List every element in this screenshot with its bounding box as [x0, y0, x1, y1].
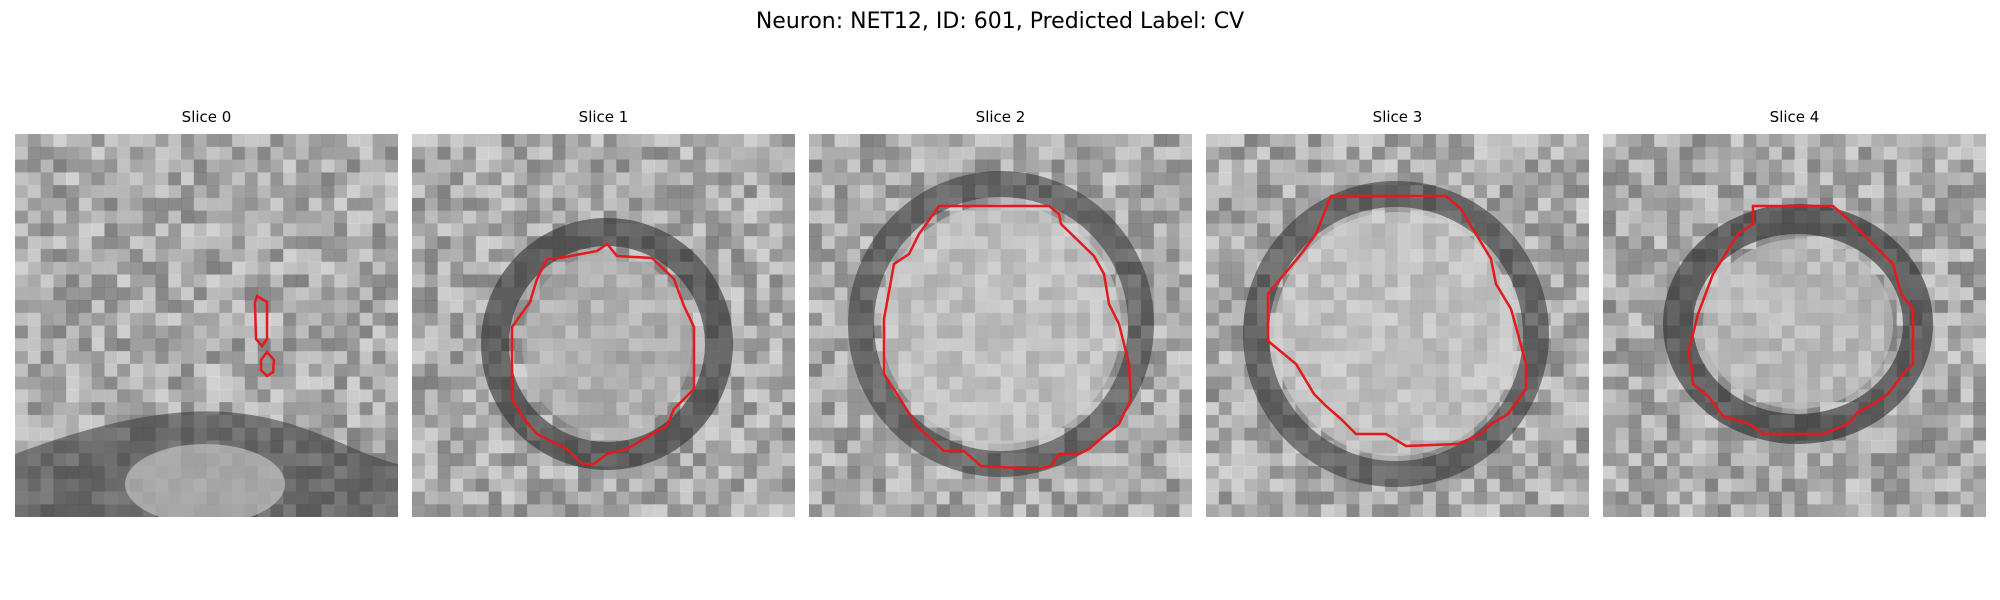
slice-image-0: [15, 134, 398, 517]
figure-title: Neuron: NET12, ID: 601, Predicted Label:…: [755, 9, 1245, 34]
slice-2-inner: [881, 204, 1121, 444]
slice-panel-3: Slice 3: [1206, 105, 1589, 521]
slice-title-4: Slice 4: [1769, 108, 1820, 126]
slice-1-svg: [412, 134, 795, 517]
slice-0-contour-b: [259, 350, 276, 378]
slice-1-ring: [481, 218, 733, 470]
slice-1-contour: [510, 242, 696, 466]
slice-3-svg: [1206, 134, 1589, 517]
slice-2-ring: [848, 171, 1154, 477]
slice-4-contour: [1686, 204, 1915, 436]
slice-panel-4: Slice 4: [1603, 105, 1986, 521]
slice-3-inner: [1274, 212, 1518, 456]
slice-0-contour-a: [253, 294, 269, 349]
slice-4-inner: [1703, 239, 1893, 409]
slice-0-bright-blob: [125, 444, 285, 517]
slice-panel-2: Slice 2: [809, 105, 1192, 521]
slice-4-svg: [1603, 134, 1986, 517]
slice-image-2: [809, 134, 1192, 517]
slice-title-1: Slice 1: [578, 108, 629, 126]
slice-panel-1: Slice 1: [412, 105, 795, 521]
slice-2-svg: [809, 134, 1192, 517]
slice-title-0: Slice 0: [181, 108, 232, 126]
slice-image-3: [1206, 134, 1589, 517]
slice-image-1: [412, 134, 795, 517]
slice-image-4: [1603, 134, 1986, 517]
slice-4-ring: [1663, 204, 1933, 444]
slice-0-svg: [15, 134, 398, 517]
slice-title-2: Slice 2: [975, 108, 1026, 126]
slice-title-3: Slice 3: [1372, 108, 1423, 126]
slice-1-inner: [522, 254, 692, 434]
slice-3-ring: [1243, 181, 1549, 487]
slice-3-contour: [1266, 194, 1528, 448]
slice-2-contour: [882, 204, 1133, 471]
slice-panel-0: Slice 0: [15, 105, 398, 521]
